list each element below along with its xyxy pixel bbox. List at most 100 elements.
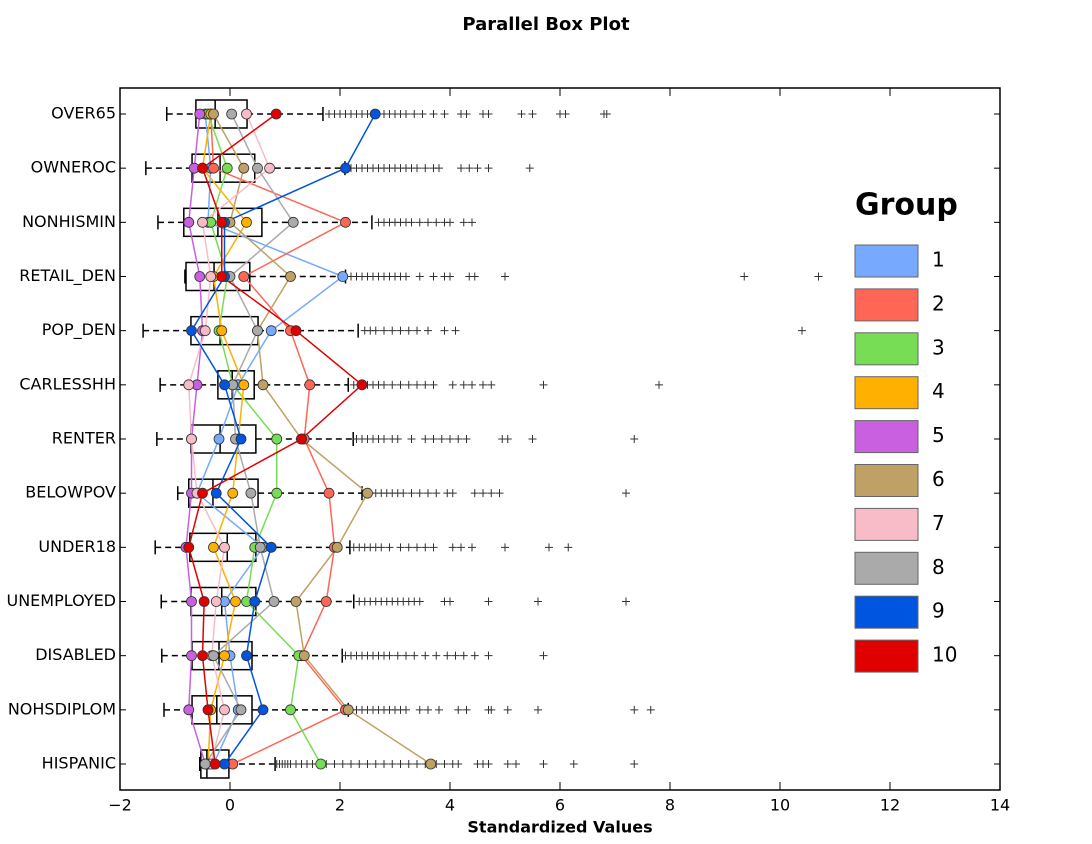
legend-label: 7 <box>932 511 945 535</box>
outlier <box>377 543 386 552</box>
outlier <box>503 760 512 768</box>
outlier <box>534 705 542 714</box>
group-point <box>252 325 263 337</box>
x-tick-label: 6 <box>555 796 565 815</box>
legend-label: 5 <box>932 423 945 447</box>
outlier <box>484 760 493 768</box>
outlier <box>418 110 427 118</box>
outlier <box>421 435 430 443</box>
group-point <box>238 271 250 282</box>
y-tick-label: UNEMPLOYED <box>6 591 116 610</box>
group-point <box>198 596 210 607</box>
group-point <box>252 162 263 174</box>
outlier <box>462 705 471 714</box>
group-point <box>183 379 195 391</box>
group-point <box>199 758 211 770</box>
outlier <box>457 543 465 552</box>
outlier <box>410 110 419 118</box>
outlier <box>569 760 578 768</box>
outlier <box>415 489 424 498</box>
group-point <box>205 271 217 282</box>
group-point <box>285 271 296 282</box>
y-tick-label: HISPANIC <box>42 754 116 773</box>
outlier <box>740 272 749 281</box>
group-point <box>425 758 437 770</box>
outlier <box>501 272 509 281</box>
group-point <box>183 216 195 228</box>
group-point <box>230 596 241 607</box>
outlier <box>479 489 487 498</box>
outlier <box>468 218 476 227</box>
group-point <box>290 596 302 607</box>
outlier <box>437 435 446 443</box>
group-point <box>208 162 219 174</box>
legend-swatch <box>854 551 919 585</box>
group-point <box>194 271 206 282</box>
outlier <box>355 760 364 768</box>
legend-title: Group <box>855 188 958 223</box>
outlier <box>435 164 443 173</box>
outlier <box>539 651 548 660</box>
group-point <box>183 704 195 716</box>
outlier <box>451 651 460 660</box>
outlier <box>457 164 465 173</box>
outlier <box>413 326 421 335</box>
outlier <box>487 489 496 498</box>
group-point <box>186 650 197 662</box>
outlier <box>470 272 479 281</box>
group-point <box>304 379 316 391</box>
y-tick-label: OVER65 <box>51 104 116 123</box>
group-point <box>337 271 349 282</box>
group-point <box>216 271 228 282</box>
legend-label: 2 <box>932 291 945 315</box>
outlier <box>454 760 463 768</box>
group-point <box>342 704 354 716</box>
y-tick-label: CARLESSHH <box>19 374 116 393</box>
outlier <box>443 651 452 660</box>
outlier <box>465 164 474 173</box>
group-point <box>209 758 221 770</box>
outlier <box>385 651 394 660</box>
legend-label: 1 <box>932 248 945 272</box>
group-point <box>265 325 277 337</box>
outlier <box>470 651 479 660</box>
group-point <box>219 650 230 662</box>
outlier <box>380 435 388 443</box>
outlier <box>539 760 548 768</box>
x-tick-label: 10 <box>770 796 790 815</box>
outlier <box>468 380 476 389</box>
group-point <box>235 704 247 716</box>
outlier <box>396 543 405 552</box>
outlier <box>424 489 432 498</box>
group-point <box>254 541 266 553</box>
outlier <box>561 110 570 118</box>
outlier <box>525 164 534 173</box>
group-point <box>257 704 269 716</box>
group-point <box>271 487 283 499</box>
outlier <box>429 110 438 118</box>
legend-label: 4 <box>932 379 945 403</box>
outlier <box>413 380 421 389</box>
outlier <box>446 597 454 606</box>
group-point <box>249 596 261 607</box>
chart-title: Parallel Box Plot <box>462 14 630 35</box>
group-point <box>213 433 225 445</box>
group-point <box>238 162 250 174</box>
x-tick-label: −2 <box>108 796 132 815</box>
outlier <box>338 760 347 768</box>
outlier <box>798 326 806 335</box>
outlier <box>451 326 460 335</box>
outlier <box>421 380 430 389</box>
outlier <box>385 543 394 552</box>
group-point <box>264 162 276 174</box>
group-point <box>287 216 299 228</box>
outlier <box>421 651 430 660</box>
outlier <box>393 435 402 443</box>
outlier <box>371 326 380 335</box>
y-tick-label: RETAIL_DEN <box>19 266 116 286</box>
outlier <box>528 435 537 443</box>
outlier <box>421 164 430 173</box>
outlier <box>330 760 339 768</box>
group-point <box>197 650 208 662</box>
